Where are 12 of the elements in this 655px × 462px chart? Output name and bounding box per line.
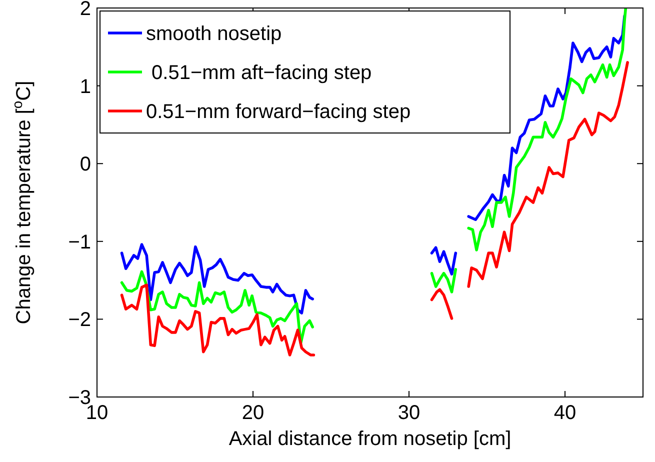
y-tick-label: −1 [68, 231, 91, 254]
y-tick-label: 2 [80, 0, 91, 20]
x-tick-label: 20 [242, 402, 264, 424]
x-axis-title: Axial distance from nosetip [cm] [228, 428, 512, 450]
legend-label: 0.51−mm forward−facing step [146, 101, 411, 123]
x-tick-label: 40 [554, 402, 576, 424]
y-tick-label: −2 [68, 309, 91, 332]
y-tick-label: 1 [80, 76, 91, 98]
x-tick-label: 30 [398, 402, 420, 424]
legend-label: 0.51−mm aft−facing step [146, 62, 372, 84]
y-tick-label: 0 [80, 154, 91, 176]
legend-label: smooth nosetip [146, 23, 282, 45]
